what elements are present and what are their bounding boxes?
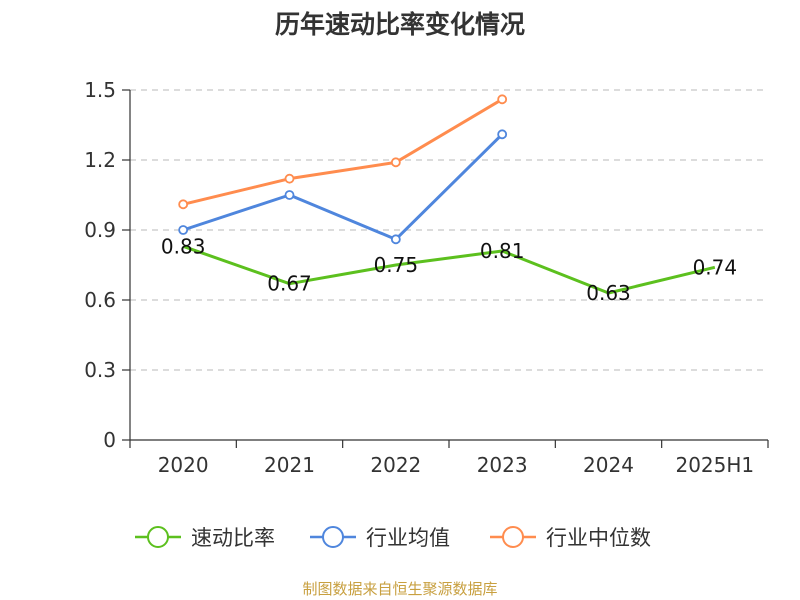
x-tick-label: 2021 (264, 453, 315, 477)
legend-marker (502, 526, 524, 548)
legend: 速动比率 行业均值 行业中位数 (135, 526, 651, 550)
y-tick-label: 0.3 (84, 358, 116, 382)
data-label: 0.83 (161, 234, 206, 258)
series-point (284, 190, 295, 200)
x-tick-label: 2025H1 (675, 453, 754, 477)
data-label: 0.75 (374, 253, 419, 277)
series-point (497, 94, 508, 105)
grid-lines (130, 89, 768, 371)
series-point (390, 157, 401, 168)
series-layer (178, 94, 716, 295)
legend-marker (322, 526, 344, 548)
source-note: 制图数据来自恒生聚源数据库 (302, 580, 497, 598)
data-label: 0.74 (693, 255, 738, 279)
legend-marker (147, 526, 169, 548)
x-tick-label: 2022 (370, 453, 421, 477)
legend-label: 行业均值 (366, 526, 450, 550)
y-tick-label: 1.2 (84, 148, 116, 172)
x-tick-label: 2024 (583, 453, 634, 477)
x-axis-ticks: 2020 2021 2022 2023 2024 2025H1 (158, 453, 754, 477)
data-label: 0.81 (480, 239, 525, 263)
axes (122, 89, 769, 448)
series-line (182, 133, 504, 241)
y-tick-label: 0 (103, 428, 116, 452)
y-tick-label: 1.5 (84, 78, 116, 102)
y-axis-ticks: 0 0.3 0.6 0.9 1.2 1.5 (84, 78, 116, 452)
series-point (178, 225, 189, 235)
legend-item: 行业中位数 (490, 526, 651, 550)
legend-label: 行业中位数 (546, 526, 651, 550)
legend-item: 速动比率 (135, 526, 275, 550)
series-point (497, 129, 508, 140)
data-labels: 0.83 0.67 0.75 0.81 0.63 0.74 (161, 234, 737, 305)
series-line (182, 98, 503, 206)
data-label: 0.63 (586, 281, 631, 305)
chart-title: 历年速动比率变化情况 (275, 10, 525, 39)
legend-label: 速动比率 (191, 526, 275, 550)
y-tick-label: 0.9 (84, 218, 116, 242)
series-point (390, 234, 401, 245)
legend-item: 行业均值 (310, 526, 450, 550)
series-line (182, 244, 716, 295)
x-tick-label: 2020 (158, 453, 209, 477)
series-point (284, 173, 295, 184)
data-label: 0.67 (267, 272, 312, 296)
x-tick-label: 2023 (477, 453, 528, 477)
y-tick-label: 0.6 (84, 288, 116, 312)
series-point (178, 199, 189, 210)
